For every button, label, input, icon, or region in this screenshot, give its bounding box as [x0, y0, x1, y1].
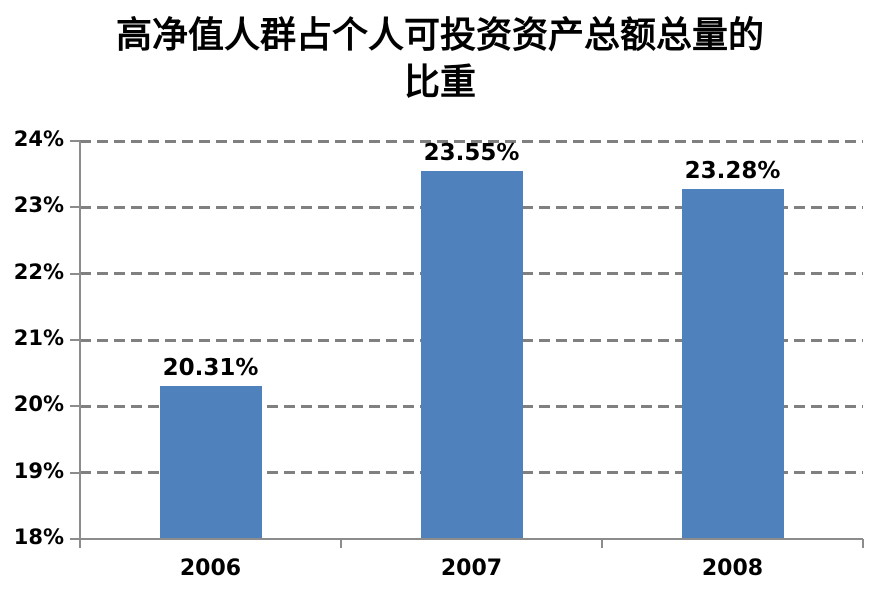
y-axis-label-24: 24% [13, 127, 64, 151]
y-tick-19 [70, 471, 80, 474]
y-axis-label-21: 21% [13, 326, 64, 350]
y-tick-20 [70, 405, 80, 408]
data-label-2006: 20.31% [162, 354, 259, 381]
x-axis-label-2007: 2007 [440, 556, 503, 581]
x-tick-2 [601, 539, 603, 548]
y-axis-label-18: 18% [13, 525, 64, 549]
data-label-2007: 23.55% [423, 139, 520, 166]
x-tick-3 [862, 539, 864, 548]
x-axis-label-2008: 2008 [701, 556, 764, 581]
y-tick-21 [70, 339, 80, 341]
chart-title: 高净值人群占个人可投资资产总额总量的 比重 [0, 12, 880, 106]
y-axis-label-20: 20% [13, 392, 64, 417]
x-tick-1 [340, 539, 342, 548]
chart-title-line-1: 高净值人群占个人可投资资产总额总量的 [115, 14, 764, 56]
y-tick-23 [70, 206, 80, 209]
y-axis-label-19: 19% [13, 458, 64, 483]
y-axis-line [79, 141, 81, 548]
gridline-24 [80, 139, 863, 143]
bar-2008 [681, 188, 784, 539]
data-label-2008: 23.28% [684, 157, 781, 184]
bar-2007 [420, 170, 523, 539]
y-tick-22 [70, 272, 80, 275]
y-axis-label-23: 23% [13, 193, 64, 218]
x-axis-line [80, 538, 863, 540]
x-axis-label-2006: 2006 [179, 556, 242, 581]
y-axis-label-22: 22% [13, 259, 64, 284]
y-tick-18 [70, 538, 80, 540]
bar-2006 [159, 385, 262, 539]
chart-title-line-2: 比重 [403, 61, 476, 103]
y-tick-24 [70, 140, 80, 142]
